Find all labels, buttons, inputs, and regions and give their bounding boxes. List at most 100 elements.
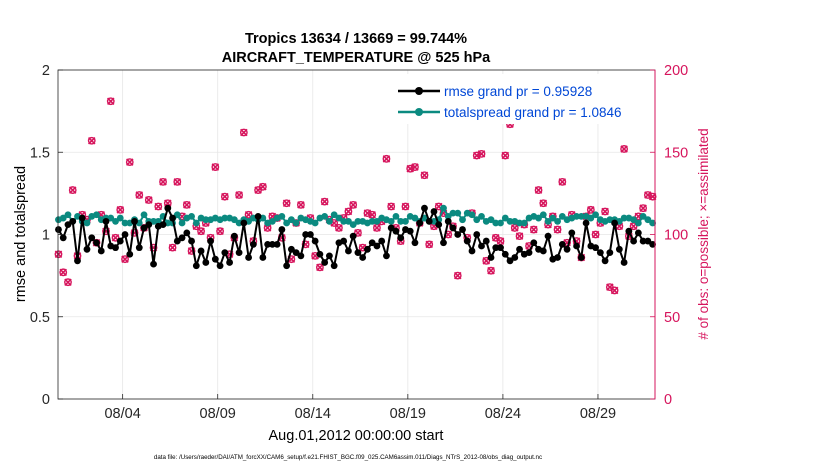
- totalspread-point: [440, 204, 447, 212]
- rmse-point: [582, 219, 590, 227]
- rmse-point: [516, 245, 523, 253]
- data-file-footnote: data file: /Users/raeder/DAI/ATM_forcXX/…: [154, 454, 542, 461]
- obs-assimilated-marker: [297, 201, 305, 209]
- legend-spread-label: totalspread grand pr = 1.0846: [444, 105, 622, 120]
- obs-possible-marker: [54, 250, 63, 259]
- chart-title-line-1: Tropics 13634 / 13669 = 99.744%: [245, 31, 467, 47]
- totalspread-point: [535, 214, 542, 222]
- obs-assimilated-marker: [216, 227, 224, 235]
- x-tick-label: 08/19: [390, 406, 426, 422]
- totalspread-point: [468, 211, 476, 219]
- totalspread-point: [335, 214, 343, 222]
- obs-assimilated-marker: [606, 283, 614, 291]
- obs-possible-marker: [639, 204, 648, 213]
- rmse-point: [625, 227, 633, 235]
- obs-assimilated-marker: [221, 192, 229, 201]
- rmse-point: [97, 247, 105, 255]
- obs-assimilated-marker: [496, 237, 505, 245]
- rmse-point: [287, 245, 295, 253]
- obs-assimilated-marker: [145, 196, 153, 204]
- y-right-tick-label: 0: [664, 392, 672, 408]
- rmse-point: [240, 219, 248, 227]
- rmse-point: [592, 244, 599, 252]
- totalspread-point: [112, 217, 119, 225]
- rmse-point: [406, 227, 414, 235]
- rmse-point: [278, 226, 286, 233]
- obs-possible-marker: [187, 247, 196, 255]
- obs-assimilated-marker: [254, 186, 262, 194]
- totalspread-point: [454, 209, 462, 217]
- obs-possible-marker: [387, 202, 396, 211]
- rmse-point: [440, 239, 447, 247]
- totalspread-point: [634, 219, 642, 227]
- y-right-tick-label: 200: [664, 63, 688, 79]
- rmse-point: [316, 250, 324, 258]
- obs-assimilated-marker: [368, 210, 376, 219]
- rmse-point: [74, 257, 81, 265]
- obs-assimilated-marker: [591, 230, 600, 239]
- obs-assimilated-marker: [135, 191, 144, 199]
- obs-possible-marker: [125, 158, 134, 167]
- totalspread-point: [520, 219, 528, 227]
- obs-assimilated-marker: [587, 206, 595, 214]
- rmse-point: [283, 262, 291, 270]
- obs-possible-marker: [591, 230, 600, 239]
- rmse-point: [188, 237, 195, 245]
- totalspread-point: [639, 213, 647, 220]
- rmse-point: [601, 257, 609, 265]
- rmse-point: [173, 237, 181, 245]
- legend-rmse-marker: [415, 87, 423, 95]
- totalspread-point: [340, 217, 348, 225]
- obs-assimilated-marker: [183, 201, 191, 209]
- totalspread-point: [349, 221, 357, 229]
- obs-assimilated-marker: [639, 204, 647, 212]
- rmse-point: [397, 234, 405, 242]
- obs-assimilated-marker: [121, 255, 129, 263]
- rmse-point: [235, 249, 243, 256]
- rmse-point: [378, 237, 386, 245]
- rmse-point: [159, 221, 167, 229]
- obs-possible-marker: [382, 154, 391, 163]
- obs-assimilated-marker: [530, 225, 538, 234]
- obs-possible-marker: [553, 225, 562, 234]
- x-tick-label: 08/04: [104, 406, 140, 422]
- obs-possible-marker: [401, 202, 410, 211]
- obs-assimilated-marker: [558, 178, 567, 186]
- rmse-point: [501, 250, 509, 258]
- obs-assimilated-marker: [492, 234, 500, 242]
- totalspread-point: [235, 219, 243, 227]
- obs-assimilated-marker: [116, 206, 125, 214]
- obs-assimilated-marker: [501, 151, 510, 160]
- rmse-point: [368, 239, 376, 247]
- obs-possible-marker: [453, 271, 462, 280]
- obs-assimilated-marker: [54, 250, 63, 259]
- series-lines: [55, 204, 657, 270]
- obs-assimilated-marker: [164, 199, 172, 208]
- x-tick-label: 08/24: [485, 406, 521, 422]
- rmse-point: [183, 229, 191, 237]
- rmse-point: [145, 221, 153, 229]
- totalspread-point: [444, 213, 452, 220]
- obs-possible-marker: [111, 233, 120, 242]
- rmse-point: [88, 234, 96, 242]
- obs-assimilated-marker: [59, 268, 67, 277]
- rmse-point: [463, 237, 471, 245]
- obs-possible-marker: [211, 163, 220, 171]
- totalspread-point: [64, 211, 72, 219]
- obs-possible-marker: [197, 227, 205, 236]
- obs-assimilated-marker: [373, 224, 381, 232]
- obs-assimilated-marker: [64, 278, 72, 286]
- rmse-point: [506, 257, 514, 265]
- legend-rmse-label: rmse grand pr = 0.95928: [444, 84, 592, 99]
- totalspread-point: [287, 216, 295, 224]
- obs-assimilated-marker: [401, 202, 410, 211]
- totalspread-point: [268, 217, 276, 225]
- obs-assimilated-marker: [126, 158, 134, 166]
- rmse-point: [468, 247, 476, 255]
- rmse-point: [321, 259, 329, 266]
- obs-possible-marker: [173, 177, 182, 186]
- rmse-point: [169, 214, 176, 222]
- obs-possible-marker: [515, 232, 524, 241]
- obs-possible-marker: [529, 225, 538, 234]
- totalspread-point: [544, 217, 552, 225]
